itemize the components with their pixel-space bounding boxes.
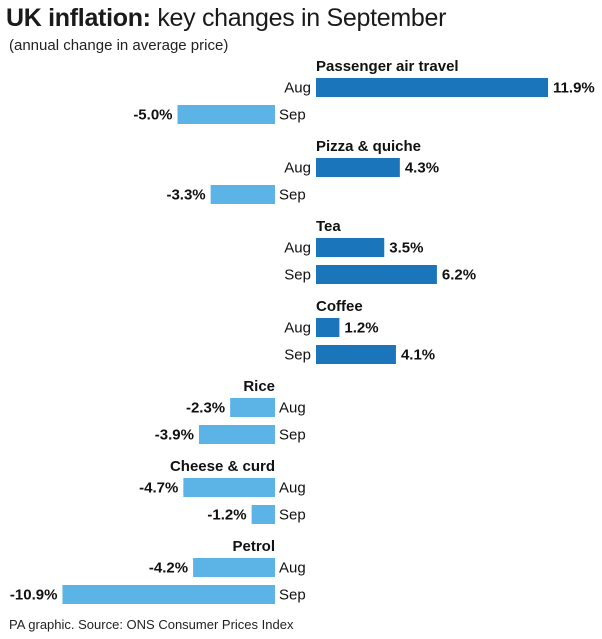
chart-subtitle: (annual change in average price): [9, 37, 229, 54]
period-label-petrol-aug: Aug: [279, 560, 306, 577]
value-label-passenger-air-travel-sep: -5.0%: [133, 107, 172, 124]
bar-cheese-curd-aug: [183, 478, 275, 497]
period-label-cheese-curd-sep: Sep: [279, 507, 306, 524]
bar-passenger-air-travel-sep: [177, 105, 275, 124]
value-label-petrol-sep: -10.9%: [10, 587, 58, 604]
value-label-tea-aug: 3.5%: [389, 240, 423, 257]
value-label-coffee-sep: 4.1%: [401, 347, 435, 364]
value-label-cheese-curd-sep: -1.2%: [207, 507, 246, 524]
value-label-pizza-quiche-sep: -3.3%: [166, 187, 205, 204]
period-label-pizza-quiche-sep: Sep: [279, 187, 306, 204]
value-label-pizza-quiche-aug: 4.3%: [405, 160, 439, 177]
bar-passenger-air-travel-aug: [316, 78, 549, 97]
chart-title: UK inflation: key changes in September: [6, 4, 446, 33]
bar-rice-sep: [198, 425, 275, 444]
category-label-cheese-curd: Cheese & curd: [170, 458, 275, 475]
period-label-tea-sep: Sep: [284, 267, 311, 284]
period-label-pizza-quiche-aug: Aug: [284, 160, 311, 177]
category-label-tea: Tea: [316, 218, 341, 235]
category-label-coffee: Coffee: [316, 298, 363, 315]
value-label-tea-sep: 6.2%: [442, 267, 476, 284]
value-label-coffee-aug: 1.2%: [344, 320, 378, 337]
value-label-rice-aug: -2.3%: [186, 400, 225, 417]
period-label-passenger-air-travel-aug: Aug: [284, 80, 311, 97]
period-label-coffee-aug: Aug: [284, 320, 311, 337]
title-rest: key changes in September: [150, 4, 447, 32]
period-label-passenger-air-travel-sep: Sep: [279, 107, 306, 124]
period-label-rice-sep: Sep: [279, 427, 306, 444]
bar-coffee-sep: [316, 345, 396, 364]
category-label-petrol: Petrol: [232, 538, 275, 555]
category-label-passenger-air-travel: Passenger air travel: [316, 58, 459, 75]
period-label-rice-aug: Aug: [279, 400, 306, 417]
bar-pizza-quiche-aug: [316, 158, 400, 177]
bar-tea-sep: [316, 265, 437, 284]
value-label-petrol-aug: -4.2%: [149, 560, 188, 577]
title-bold: UK inflation:: [6, 4, 151, 32]
category-label-pizza-quiche: Pizza & quiche: [316, 138, 421, 155]
bar-petrol-aug: [193, 558, 275, 577]
value-label-rice-sep: -3.9%: [155, 427, 194, 444]
value-label-passenger-air-travel-aug: 11.9%: [553, 80, 595, 97]
period-label-tea-aug: Aug: [284, 240, 311, 257]
period-label-coffee-sep: Sep: [284, 347, 311, 364]
category-label-rice: Rice: [243, 378, 275, 395]
bar-tea-aug: [316, 238, 385, 257]
bar-coffee-aug: [316, 318, 340, 337]
value-label-cheese-curd-aug: -4.7%: [139, 480, 178, 497]
bar-cheese-curd-sep: [251, 505, 275, 524]
bar-rice-aug: [230, 398, 275, 417]
period-label-petrol-sep: Sep: [279, 587, 306, 604]
bar-pizza-quiche-sep: [210, 185, 275, 204]
source-note: PA graphic. Source: ONS Consumer Prices …: [9, 617, 294, 632]
bar-petrol-sep: [62, 585, 276, 604]
period-label-cheese-curd-aug: Aug: [279, 480, 306, 497]
